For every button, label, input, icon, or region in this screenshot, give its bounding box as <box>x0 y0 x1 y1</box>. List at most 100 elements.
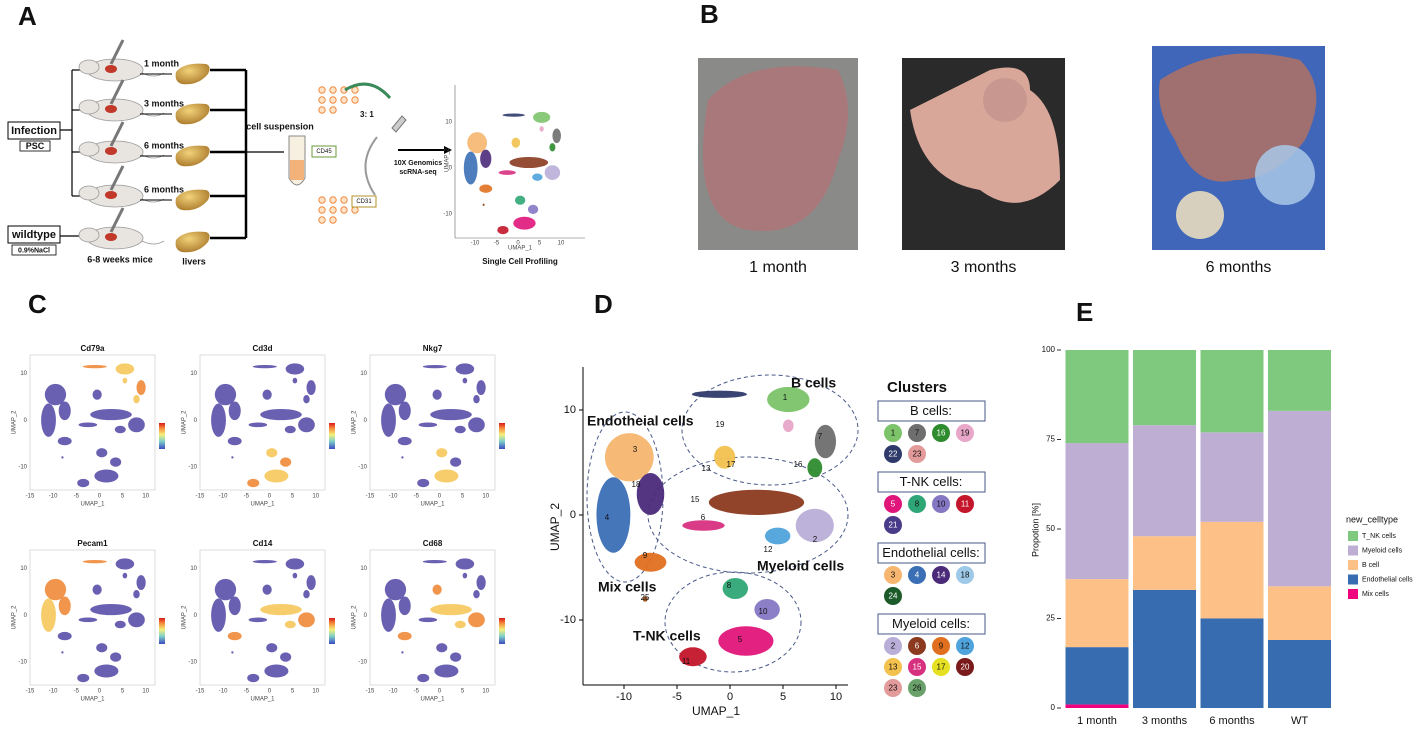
cluster-blob <box>497 225 509 235</box>
cluster-swatch-label: 16 <box>937 429 946 438</box>
axis-label: UMAP_1 <box>420 697 445 703</box>
cluster-swatch-label: 21 <box>889 521 898 530</box>
cluster-swatch <box>908 658 926 676</box>
plot-frame <box>199 354 326 491</box>
axis-label: UMAP_2 <box>352 605 358 630</box>
colorbar <box>159 423 165 449</box>
label: Single Cell Profiling <box>482 257 558 266</box>
cluster-label: 7 <box>818 432 823 441</box>
mouse-head <box>78 227 100 243</box>
cell-blob <box>248 422 268 428</box>
cell-blob <box>77 478 90 488</box>
cell-blob <box>306 380 316 396</box>
cluster-swatch-label: 13 <box>889 663 898 672</box>
mouse-liver <box>105 105 117 113</box>
cell <box>329 96 337 104</box>
timepoint: 1 month <box>144 58 179 68</box>
bar-segment <box>1133 536 1196 590</box>
cell-blob <box>78 617 98 623</box>
cell <box>329 86 337 94</box>
plot-frame <box>199 549 326 686</box>
cluster-swatch-label: 17 <box>937 663 946 672</box>
cell-blob <box>462 572 468 579</box>
axis-label: UMAP_1 <box>420 502 445 508</box>
cluster-swatch-label: 10 <box>937 500 946 509</box>
cell-blob <box>122 377 128 384</box>
colorbar <box>329 618 335 644</box>
cluster-swatch <box>884 679 902 697</box>
cell <box>329 196 337 204</box>
cell-blob <box>381 598 396 632</box>
legend-swatch <box>1348 560 1358 570</box>
tick-label: -10 <box>471 241 480 247</box>
mouse-tail <box>141 240 165 245</box>
cell-blob <box>436 643 448 653</box>
tick-label: 10 <box>482 689 489 695</box>
cluster-swatch-label: 4 <box>915 571 920 580</box>
cell-blob <box>384 578 407 601</box>
bar-segment <box>1133 425 1196 537</box>
tick-label: -10 <box>389 689 398 695</box>
cell-blob <box>418 422 438 428</box>
mouse-liver <box>105 147 117 155</box>
cluster-swatch-label: 2 <box>891 642 896 651</box>
cluster-blob <box>463 151 478 185</box>
cluster-swatch <box>884 495 902 513</box>
cluster-blob <box>498 170 516 175</box>
group-label: Mix cells <box>598 579 657 595</box>
cluster-swatch <box>956 658 974 676</box>
bar-segment <box>1200 350 1264 433</box>
legend-group: B cells: <box>910 403 952 418</box>
cell-blob <box>92 584 102 595</box>
arrow-head <box>444 146 452 154</box>
y-tick-label: 0 <box>1051 703 1056 712</box>
tick-label: -10 <box>219 494 228 500</box>
cell-blob <box>298 417 315 433</box>
cluster-label: 18 <box>632 480 641 489</box>
panel-label: B <box>700 0 719 29</box>
cell-blob <box>454 425 466 434</box>
label: PSC <box>26 141 45 151</box>
cluster-swatch-label: 20 <box>961 663 970 672</box>
label-box <box>11 244 57 256</box>
cell-blob <box>455 363 475 375</box>
cell-blob <box>473 590 480 599</box>
timepoint: 3 months <box>144 98 184 108</box>
cell <box>318 86 326 94</box>
cell-blob <box>384 383 407 406</box>
liver-icon <box>175 63 210 85</box>
cluster-blob <box>552 128 561 144</box>
tick-label: 10 <box>142 494 149 500</box>
plot-frame <box>29 354 156 491</box>
cluster-swatch <box>908 637 926 655</box>
cell-blob <box>260 409 302 421</box>
tick-label: 10 <box>190 566 197 572</box>
tick-label: 0 <box>268 494 272 500</box>
x-tick-label: 3 months <box>1142 715 1188 727</box>
cluster-label: 12 <box>764 545 773 554</box>
cluster-swatch-label: 22 <box>889 450 898 459</box>
cell-blob <box>397 631 412 641</box>
cell-blob <box>264 469 289 483</box>
label-box <box>7 121 61 140</box>
liver-icon <box>175 145 210 167</box>
cell-blob <box>128 417 145 433</box>
tick-label: -5 <box>74 689 80 695</box>
tick-label: 10 <box>20 371 27 377</box>
tick-label: 10 <box>445 120 452 126</box>
y-tick-label: 25 <box>1046 614 1055 623</box>
cell-blob <box>96 448 108 458</box>
cluster-label: 8 <box>727 581 732 590</box>
bar-segment <box>1065 350 1129 444</box>
cluster-label: 10 <box>759 607 768 616</box>
axis-label: UMAP_1 <box>80 697 105 703</box>
tick-label: 10 <box>190 371 197 377</box>
cell-blob <box>266 643 278 653</box>
cell-blob <box>133 395 140 404</box>
cell-blob <box>298 612 315 628</box>
legend-label: B cell <box>1362 562 1380 569</box>
cell-blob <box>306 575 316 591</box>
bar-segment <box>1065 704 1129 708</box>
colorbar <box>499 423 505 449</box>
